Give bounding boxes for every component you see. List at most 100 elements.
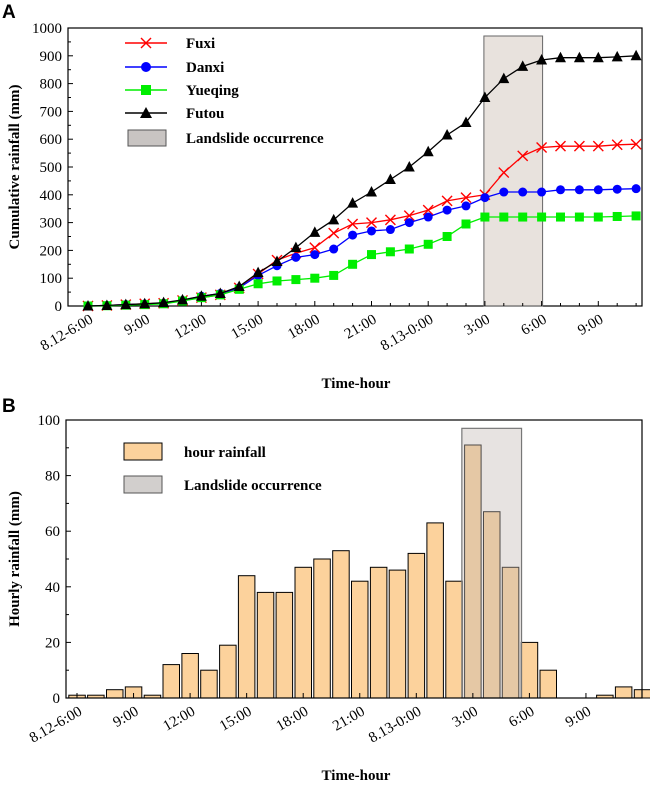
panel-a-y-axis-title: Cumulative rainfall (mm) (7, 85, 23, 250)
series-futou-point (195, 290, 207, 301)
series-fuxi-point (441, 195, 453, 207)
series-yueqing-point (537, 212, 547, 222)
series-futou-point (120, 298, 132, 310)
series-yueqing-point (367, 250, 376, 260)
series-danxi-point (291, 252, 301, 262)
panel-a-legend: Fuxi Danxi Yueqing Futou Landslide occur… (125, 36, 324, 147)
series-futou-point (252, 266, 264, 278)
series-futou-point (101, 299, 113, 310)
panel-b-y-tick-label: 20 (45, 635, 60, 651)
series-danxi-point (518, 187, 528, 197)
panel-a-cumulative-chart: A 0 100 200 300 400 500 600 700 800 900 1000 8.12-… (2, 2, 643, 392)
series-yueqing (83, 211, 641, 311)
panel-b-x-tick-label: 21:00 (330, 704, 368, 735)
series-futou-point (517, 60, 529, 71)
series-futou-point (479, 91, 491, 102)
series-futou-point (347, 197, 359, 208)
series-yueqing-point (461, 219, 471, 229)
series-futou-point (403, 161, 415, 172)
panel-a-x-tick-label: 8.12-6:00 (38, 312, 96, 355)
bar (407, 552, 426, 699)
series-yueqing-point (404, 244, 414, 254)
series-danxi-point (574, 185, 584, 195)
series-danxi-line (87, 188, 637, 307)
series-futou-point (366, 186, 377, 197)
series-fuxi-point (536, 142, 548, 154)
series-futou-point (536, 53, 548, 65)
series-yueqing-point (272, 276, 282, 286)
series-yueqing-point (593, 212, 603, 222)
series-fuxi-line (87, 143, 637, 307)
series-yueqing-point (442, 232, 452, 241)
series-futou-point (139, 297, 151, 309)
panel-a-x-tick-label: 21:00 (342, 312, 380, 343)
series-fuxi-point (592, 140, 604, 152)
panel-a-y-tick-label: 400 (40, 188, 63, 204)
series-futou-point (158, 296, 170, 308)
series-futou-point (271, 255, 283, 267)
legend-yueqing-marker (141, 85, 151, 95)
bar (614, 686, 633, 699)
series-danxi (83, 184, 641, 311)
series-danxi-point (593, 185, 603, 195)
series-fuxi-point (498, 167, 510, 179)
series-fuxi-point (328, 227, 340, 239)
series-yueqing-point (329, 270, 339, 280)
series-fuxi-point (384, 214, 396, 226)
bar (106, 689, 124, 699)
series-futou-point (214, 287, 226, 298)
panel-a-y-tick-label: 300 (40, 216, 63, 232)
series-futou-point (630, 49, 642, 61)
series-yueqing-point (612, 211, 622, 221)
series-yueqing-point (423, 239, 433, 249)
series-yueqing-point (631, 211, 641, 221)
bar (520, 641, 539, 699)
panel-b-x-tick-label: 18:00 (274, 704, 312, 735)
panel-a-y-tick-label: 800 (40, 77, 63, 93)
panel-a-x-tick-label: 6:00 (519, 312, 550, 339)
panel-b-x-tick-label: 9:00 (563, 704, 594, 731)
panel-b-y-tick-label: 100 (38, 413, 61, 429)
bar (181, 653, 199, 699)
legend-danxi-label: Danxi (186, 60, 224, 76)
series-danxi-point (423, 212, 433, 222)
series-danxi-point (499, 187, 509, 197)
series-futou-point (422, 145, 434, 157)
panel-a-x-tick-label: 3:00 (462, 312, 493, 339)
panel-a-x-tick-label: 8.13-0:00 (378, 312, 436, 355)
series-danxi-point (404, 218, 414, 228)
series-danxi-point (480, 193, 490, 203)
series-yueqing-point (556, 212, 565, 222)
legend-landslide-label: Landslide occurrence (186, 131, 324, 147)
series-fuxi-point (573, 140, 585, 152)
panel-b-hourly-chart: B 0 20 40 60 80 100 8.12-6:00 9:00 12:00 15:00 18… (2, 396, 650, 784)
bar (294, 566, 312, 699)
series-futou-line (87, 55, 637, 307)
series-fuxi-point (517, 150, 529, 162)
series-yueqing-point (518, 212, 528, 222)
series-futou-point (233, 280, 245, 292)
legend-hour-rainfall-label: hour rainfall (184, 445, 266, 461)
series-fuxi-point (422, 204, 434, 216)
bar (237, 575, 256, 699)
series-danxi-point (348, 230, 358, 240)
panel-a-y-tick-label: 200 (40, 243, 63, 259)
bar (426, 522, 444, 699)
series-danxi-point (556, 185, 565, 195)
series-danxi-point (461, 201, 471, 211)
series-futou-point (592, 51, 604, 63)
series-fuxi-point (403, 210, 415, 222)
series-yueqing-point (480, 212, 490, 222)
bar (275, 591, 294, 699)
panel-a-y-tick-label: 600 (40, 132, 63, 148)
series-danxi-point (442, 205, 452, 215)
bar (351, 580, 369, 699)
series-futou-point (384, 173, 396, 185)
panel-a-y-tick-label: 500 (40, 160, 63, 176)
legend-landslide-swatch-b (123, 475, 163, 494)
series-futou-point (441, 129, 453, 140)
legend-landslide-label-b: Landslide occurrence (184, 478, 322, 494)
series-fuxi-point (309, 242, 321, 254)
panel-b-landslide-window (461, 427, 523, 699)
series-yueqing-point (253, 279, 263, 289)
